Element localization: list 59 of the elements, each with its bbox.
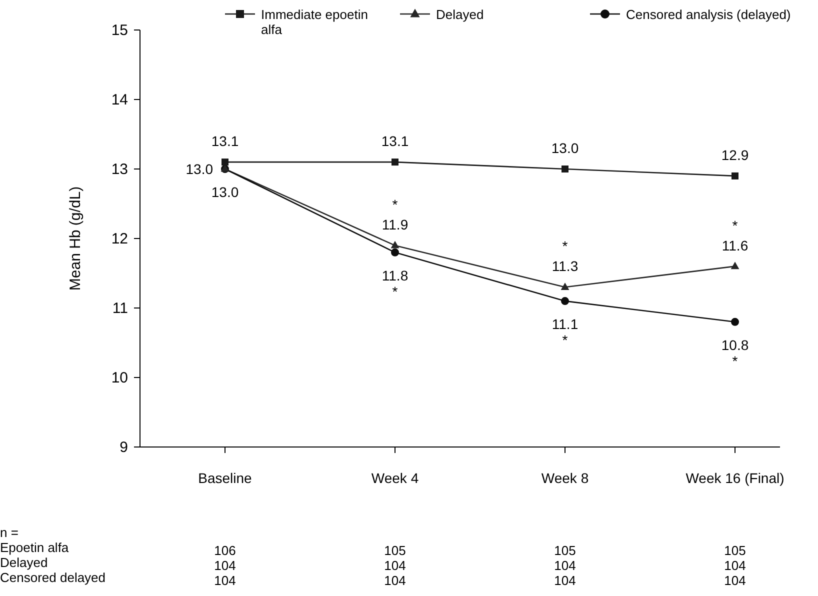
text: 104 [724, 573, 746, 588]
text: 104 [214, 573, 236, 588]
annotation: * [562, 238, 568, 254]
annotation: * [392, 196, 398, 212]
data-label: 10.8 [721, 336, 749, 353]
annotation: * [392, 283, 398, 300]
point [222, 158, 228, 166]
y-tick-label: 9 [120, 439, 128, 456]
data-label: 12.9 [721, 146, 749, 163]
y-tick-label: 15 [111, 22, 128, 39]
point [390, 240, 400, 248]
y-axis-title: Mean Hb (g/dL) [67, 186, 84, 291]
data-label: 11.3 [552, 258, 578, 274]
point [562, 166, 568, 172]
point [732, 172, 738, 180]
point [561, 297, 569, 306]
y-tick-label: 11 [112, 300, 128, 317]
y-tick-label: 13 [111, 161, 128, 178]
data-label: 13.0 [186, 161, 214, 177]
y-tick-label: 14 [111, 92, 128, 108]
annotation: * [732, 217, 738, 234]
text: Epoetin alfa [0, 540, 70, 555]
x-tick-label: Week 4 [371, 470, 419, 486]
point [392, 158, 398, 166]
text: Delayed [0, 555, 48, 570]
text: 104 [384, 558, 406, 573]
text: 104 [554, 558, 576, 573]
data-label: 11.9 [382, 216, 408, 232]
text: 104 [384, 573, 406, 588]
point [731, 318, 739, 326]
text: 104 [214, 558, 236, 573]
legend-label: Censored analysis (delayed) [626, 7, 791, 22]
text: 106 [214, 543, 236, 558]
text: 104 [554, 573, 576, 588]
data-label: 11.6 [722, 237, 748, 254]
point [560, 282, 570, 290]
data-label: 13.1 [381, 133, 409, 150]
x-tick-label: Week 16 (Final) [686, 470, 784, 486]
annotation: * [732, 352, 738, 369]
text: Censored delayed [0, 570, 106, 585]
point [391, 248, 399, 256]
data-label: 11.8 [382, 267, 408, 284]
x-tick-label: Week 8 [541, 470, 589, 486]
data-label: 13.0 [551, 140, 579, 156]
text: 105 [554, 543, 576, 558]
text: n = [0, 525, 18, 540]
text: 105 [724, 543, 746, 558]
y-tick-label: 12 [111, 230, 128, 248]
legend-label: Immediate epoetin alfa [261, 7, 368, 37]
text: 105 [384, 543, 406, 558]
data-label: 11.1 [552, 316, 578, 332]
data-label: 13.0 [211, 184, 239, 200]
legend-label: Delayed [436, 7, 484, 22]
x-tick-label: Baseline [198, 470, 252, 486]
annotation: * [562, 332, 568, 348]
data-label: 13.1 [211, 133, 239, 150]
y-tick-label: 10 [111, 370, 128, 386]
text: 104 [724, 558, 746, 573]
point [730, 262, 740, 270]
